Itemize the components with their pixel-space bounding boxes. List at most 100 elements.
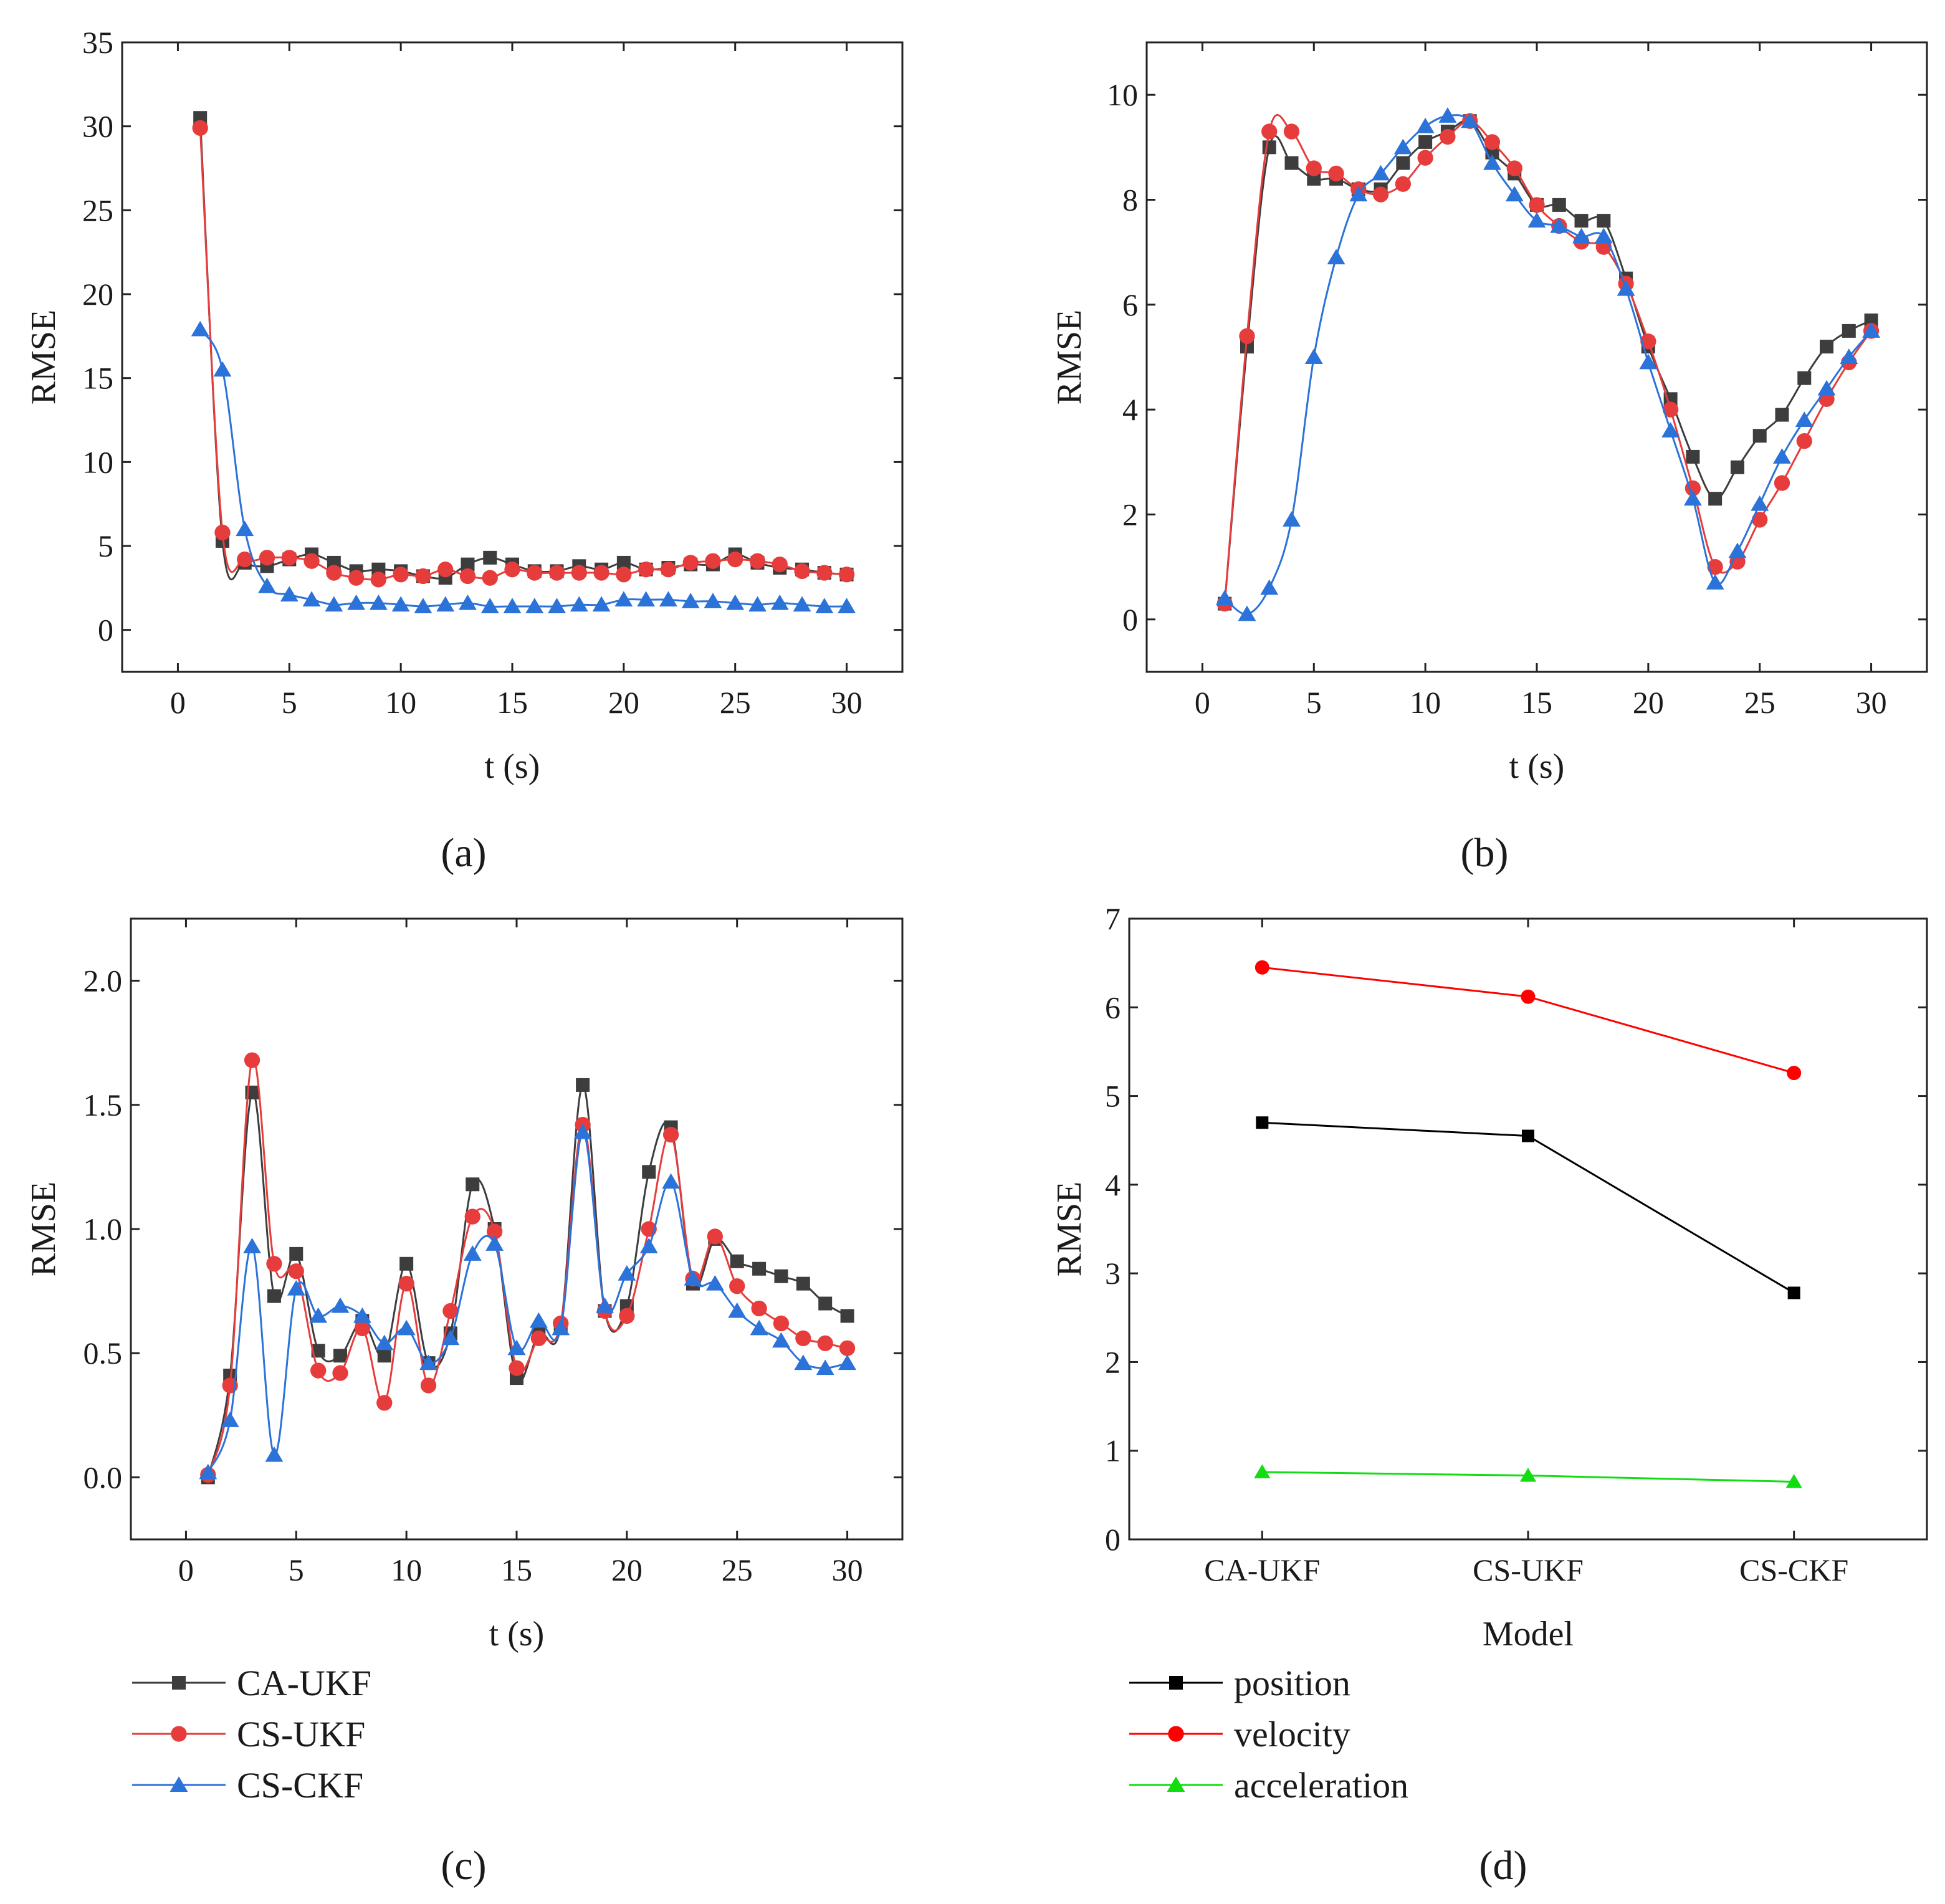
data-point — [503, 598, 522, 613]
x-tick-label: 5 — [1306, 685, 1322, 720]
x-tick-label: 15 — [501, 1552, 532, 1587]
legend-marker — [1168, 1726, 1184, 1742]
data-point — [369, 594, 388, 610]
data-point — [1304, 348, 1323, 364]
data-point — [1795, 411, 1814, 427]
data-point — [370, 572, 387, 588]
data-point — [525, 598, 544, 613]
legend-marker — [171, 1726, 187, 1742]
series-cs-ckf — [191, 320, 856, 613]
series-line — [199, 128, 847, 581]
data-point — [659, 591, 677, 607]
data-point — [507, 1339, 526, 1356]
panel-label: (b) — [1461, 830, 1509, 876]
data-point — [459, 568, 476, 585]
x-tick-label: 25 — [720, 685, 751, 720]
data-point — [704, 593, 722, 608]
data-point — [258, 577, 276, 593]
x-axis-label: t (s) — [485, 747, 540, 786]
y-tick-label: 10 — [82, 444, 113, 479]
y-tick-label: 2.0 — [84, 964, 123, 998]
data-point — [552, 1319, 570, 1336]
y-tick-label: 1.5 — [84, 1088, 123, 1122]
x-tick-label: CS-CKF — [1739, 1552, 1848, 1587]
data-point — [576, 1078, 590, 1092]
series-line — [207, 1084, 848, 1478]
data-point — [592, 596, 611, 612]
data-point — [221, 1412, 239, 1427]
data-point — [347, 594, 366, 610]
chart-panel-c: 0.0 0.5 1.0 1.5 2.0 0 5 10 15 20 25 30 t (s) RMSE (c) — [24, 917, 904, 1888]
y-axis-label: RMSE — [24, 1182, 63, 1277]
data-point — [1417, 150, 1433, 166]
data-point — [1752, 512, 1768, 528]
data-point — [548, 565, 565, 581]
data-point — [1775, 408, 1789, 422]
data-point — [1506, 160, 1522, 176]
data-point — [259, 550, 275, 566]
data-point — [729, 1278, 745, 1294]
data-point — [1519, 1468, 1537, 1482]
legend-marker — [1169, 1676, 1183, 1690]
data-point — [770, 594, 789, 610]
legend-marker — [172, 1676, 186, 1690]
x-tick-label: 25 — [1744, 685, 1775, 720]
data-point — [1327, 249, 1345, 265]
data-point — [266, 1256, 282, 1272]
data-point — [376, 1395, 393, 1411]
series-line — [199, 328, 847, 608]
y-tick-label: 0 — [1105, 1522, 1121, 1557]
series-line — [1262, 966, 1795, 1074]
data-point — [616, 555, 631, 570]
series-cs-ckf — [199, 1123, 857, 1480]
data-point — [420, 1377, 437, 1394]
data-point — [1751, 495, 1769, 511]
y-tick-label: 6 — [1122, 287, 1138, 322]
x-tick-label: 25 — [722, 1552, 753, 1587]
data-point — [1572, 227, 1590, 244]
data-point — [199, 1463, 217, 1480]
data-point — [463, 1245, 482, 1261]
data-point — [1283, 123, 1300, 140]
data-point — [570, 596, 588, 612]
data-point — [705, 1275, 724, 1291]
y-tick-label: 8 — [1122, 183, 1138, 218]
y-axis-label: RMSE — [24, 310, 63, 405]
data-point — [214, 524, 231, 541]
data-point — [461, 557, 475, 572]
x-tick-label: 15 — [1521, 685, 1552, 720]
data-point — [707, 1228, 723, 1245]
legend-quantities: position velocity acceleration — [1129, 1663, 1408, 1806]
data-point — [377, 1349, 391, 1363]
y-axis-label: RMSE — [1050, 310, 1089, 405]
data-point — [727, 551, 743, 568]
data-point — [681, 593, 700, 608]
data-point — [794, 563, 810, 580]
x-axis-label: Model — [1483, 1615, 1574, 1653]
data-point — [267, 1289, 281, 1303]
data-point — [280, 586, 299, 602]
data-point — [571, 565, 587, 581]
data-point — [662, 1126, 679, 1143]
data-point — [1261, 123, 1278, 140]
data-point — [838, 1354, 857, 1371]
data-point — [614, 591, 633, 607]
data-point — [1396, 156, 1410, 170]
data-point — [509, 1360, 525, 1376]
data-point — [486, 1223, 503, 1240]
data-point — [839, 1340, 856, 1356]
y-tick-label: 5 — [1105, 1079, 1121, 1114]
data-point — [816, 1359, 834, 1375]
x-tick-label: 20 — [1633, 685, 1664, 720]
data-point — [1306, 160, 1322, 176]
data-point — [1639, 353, 1658, 370]
series-ca-ukf — [193, 111, 854, 585]
data-point — [288, 1263, 304, 1280]
data-point — [353, 1307, 371, 1323]
data-point — [333, 1349, 348, 1363]
series-cs-ukf — [200, 1052, 856, 1483]
legend-entry-velocity: velocity — [1129, 1714, 1350, 1754]
data-point — [1617, 280, 1635, 296]
data-point — [1254, 960, 1269, 975]
data-point — [1483, 154, 1501, 170]
